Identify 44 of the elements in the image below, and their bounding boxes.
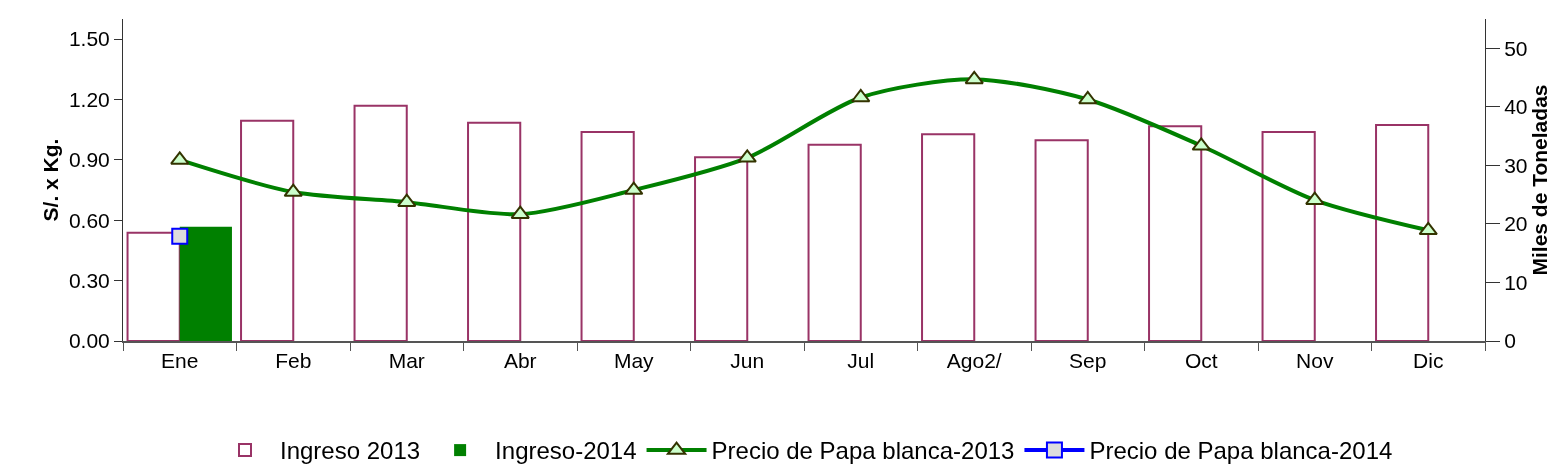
- bar: [240, 119, 295, 341]
- x-tick-label: Jul: [847, 348, 875, 372]
- bar: [126, 231, 181, 341]
- y-tick-label: 1.50: [68, 27, 110, 51]
- y-tick-label: 0.90: [68, 148, 110, 172]
- y-axis-title: S/. x Kg.: [39, 138, 63, 222]
- bar: [1034, 139, 1089, 341]
- x-tick-label: Jun: [730, 348, 765, 372]
- x-tick-label: Oct: [1184, 348, 1218, 372]
- legend-label: Precio de Papa blanca-2014: [1089, 437, 1393, 465]
- bar: [694, 156, 749, 341]
- bar: [353, 104, 408, 341]
- x-tick-label: Sep: [1069, 348, 1107, 372]
- legend-label: Precio de Papa blanca-2013: [711, 437, 1015, 465]
- y-tick-label: 0.30: [68, 268, 110, 292]
- y2-tick-label: 20: [1504, 212, 1528, 236]
- bar: [1148, 125, 1203, 341]
- point: [171, 227, 189, 245]
- y-tick-label: 0.60: [68, 208, 110, 232]
- bar: [1261, 130, 1316, 341]
- x-tick-label: Abr: [503, 348, 537, 372]
- x-tick-label: Ene: [161, 348, 199, 372]
- y2-tick-label: 0: [1504, 329, 1516, 353]
- y2-tick-label: 40: [1504, 95, 1528, 119]
- y2-tick-label: 30: [1504, 153, 1528, 177]
- y2-axis-title: Miles de Toneladas: [1527, 84, 1551, 276]
- x-tick-label: Nov: [1296, 348, 1334, 372]
- legend-label: Ingreso-2014: [495, 437, 637, 465]
- y2-tick-label: 10: [1504, 270, 1528, 294]
- bar: [467, 121, 522, 341]
- bar: [580, 130, 635, 341]
- bar: [921, 133, 976, 341]
- y-tick-label: 1.20: [68, 87, 110, 111]
- bar: [807, 143, 862, 341]
- x-tick-label: Dic: [1413, 348, 1444, 372]
- x-tick-label: Feb: [275, 348, 312, 372]
- x-tick-label: May: [613, 348, 655, 372]
- y2-tick-label: 50: [1504, 36, 1528, 60]
- legend-label: Ingreso 2013: [280, 437, 421, 465]
- bar: [1375, 123, 1430, 341]
- x-tick-label: Ago2/: [946, 348, 1002, 372]
- x-tick-label: Mar: [388, 348, 425, 372]
- y-tick-label: 0.00: [68, 329, 110, 353]
- bar: [179, 226, 232, 341]
